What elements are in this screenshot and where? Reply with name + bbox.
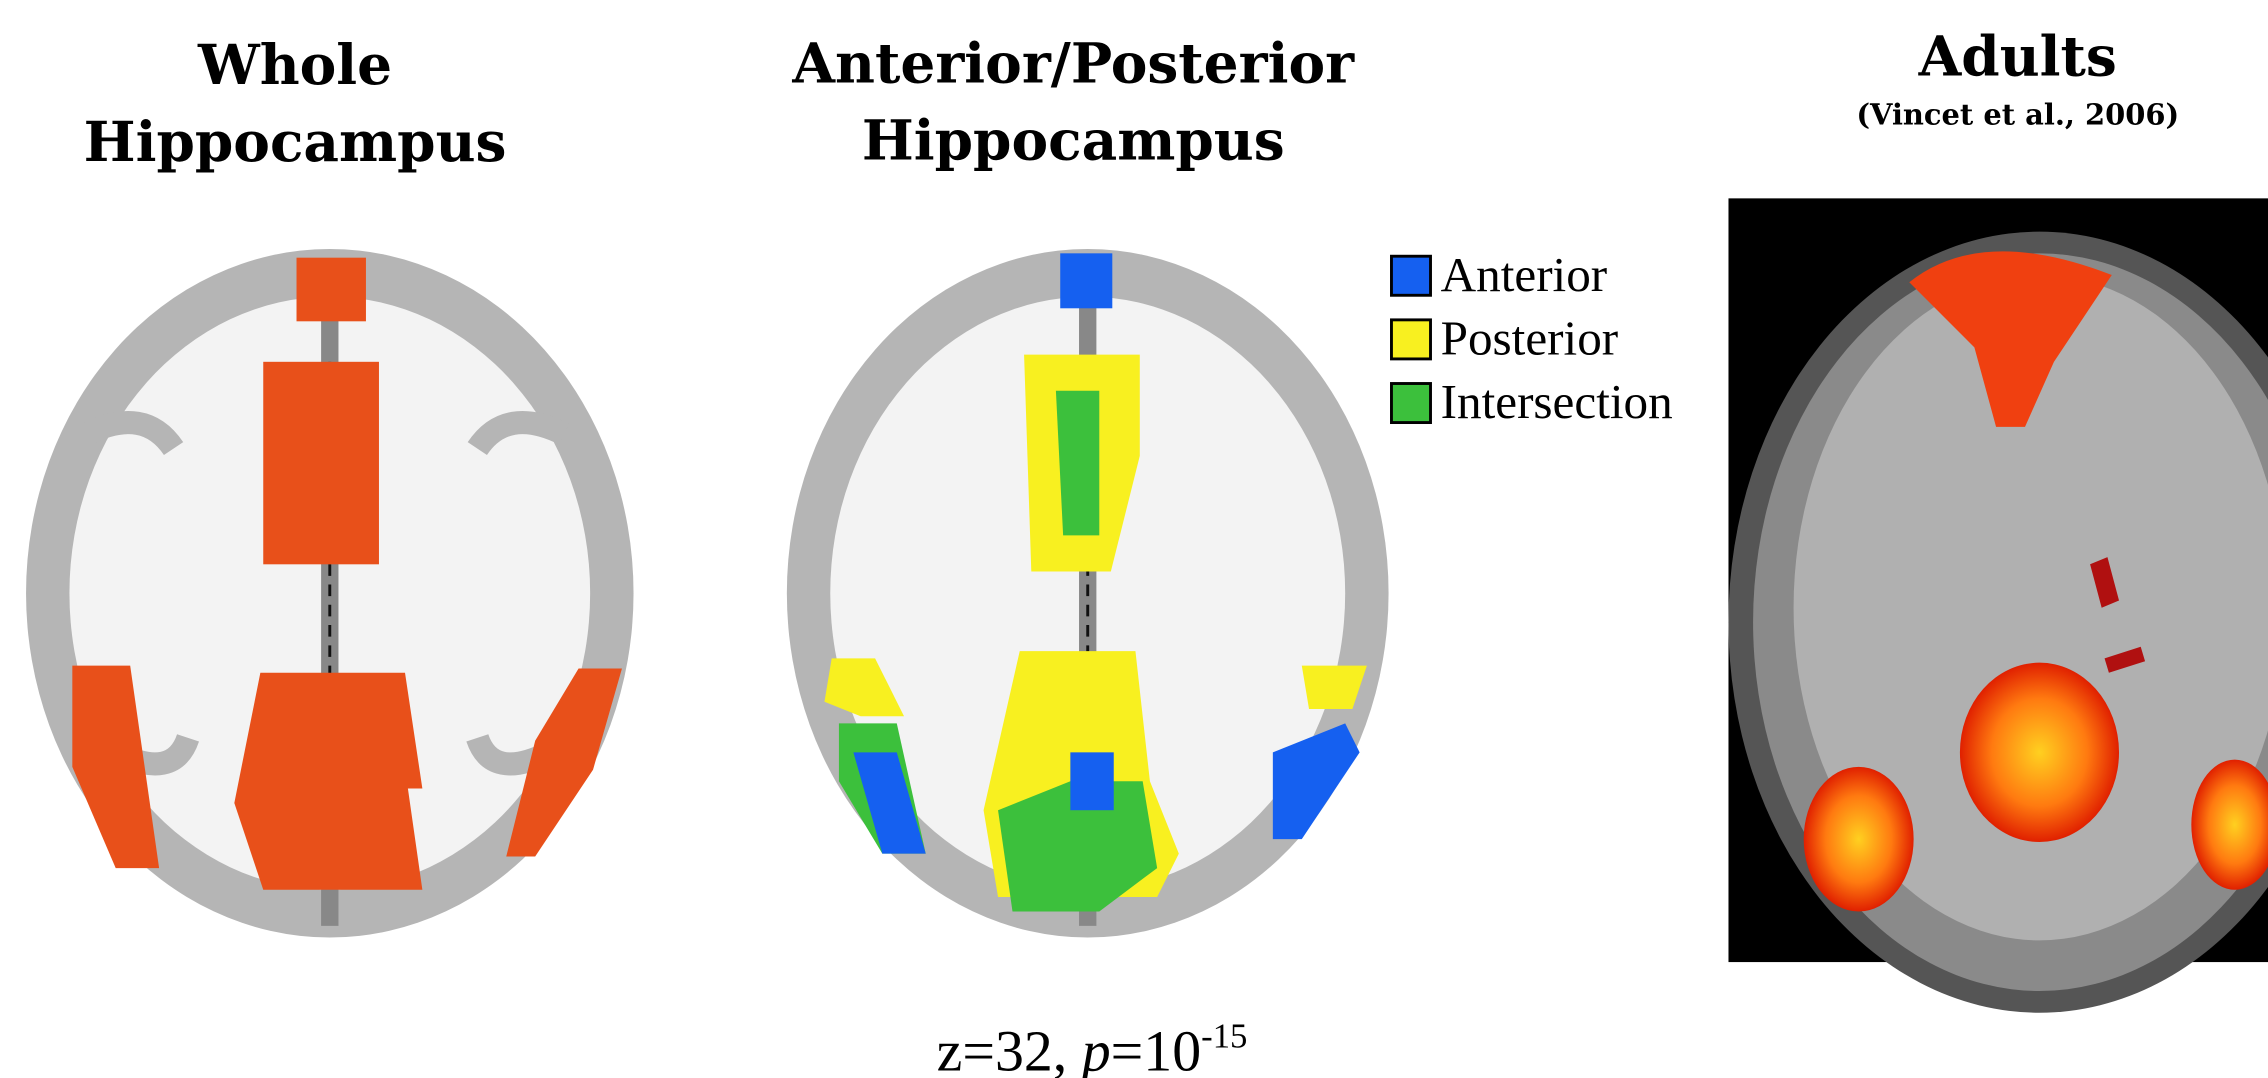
legend-label: Intersection: [1441, 374, 1673, 429]
brain-slice: [26, 249, 634, 938]
reference-image: [1728, 198, 2268, 1012]
legend-swatch: [1391, 320, 1430, 359]
legend-swatch: [1391, 256, 1430, 295]
panel-title: Hippocampus: [84, 109, 507, 174]
panel-title: Whole: [197, 32, 392, 97]
caption: z=32, p=10-15: [937, 1016, 1248, 1078]
legend-label: Anterior: [1441, 247, 1608, 302]
figure: Whole Hippocampus Anterior/Posterior Hip…: [0, 0, 2268, 1078]
citation: (Vincet et al., 2006): [1856, 98, 2179, 132]
legend-swatch: [1391, 384, 1430, 423]
caption-text: z=32,: [937, 1019, 1068, 1078]
caption-text: -15: [1201, 1016, 1247, 1055]
panel-title: Hippocampus: [862, 107, 1285, 172]
page: Whole Hippocampus Anterior/Posterior Hip…: [0, 0, 2268, 1078]
legend-label: Posterior: [1441, 311, 1619, 366]
caption-text: p: [1078, 1019, 1111, 1078]
panel-title: Adults: [1918, 23, 2117, 88]
panel-title: Anterior/Posterior: [791, 31, 1355, 96]
caption-text: =10: [1111, 1019, 1201, 1078]
brain-slice: [787, 249, 1389, 938]
legend: Anterior Posterior Intersection: [1391, 247, 1672, 429]
